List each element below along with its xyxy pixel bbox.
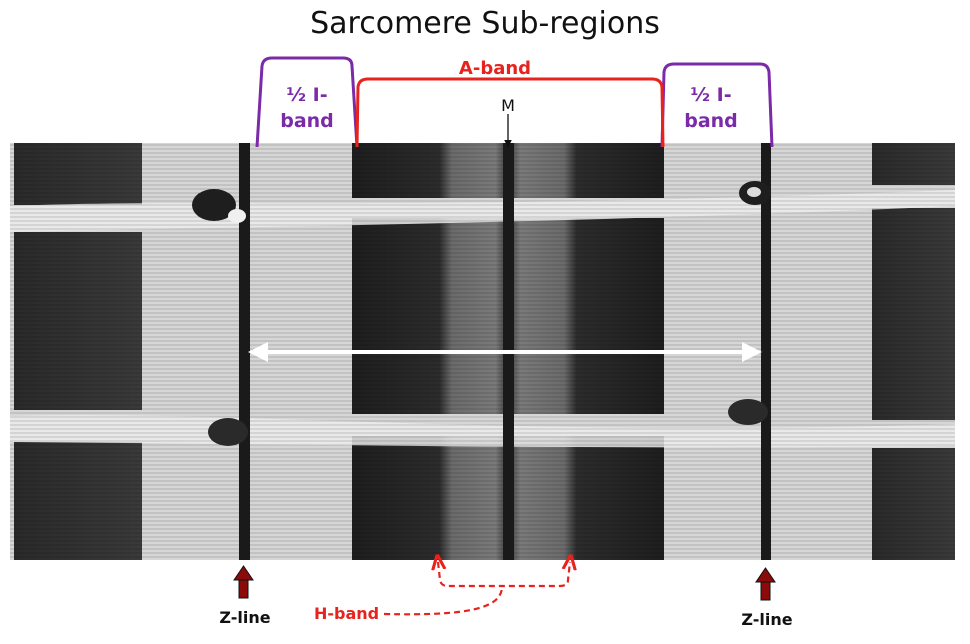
artefact-1-hole — [228, 209, 246, 223]
z-line-right-label: Z-line — [741, 610, 793, 629]
a-band-bracket — [355, 77, 665, 148]
h-band-indicator — [383, 562, 570, 616]
half-i-band-left-bracket — [255, 56, 359, 148]
half-i-band-left-label: ½ I- band — [262, 82, 352, 134]
z-line-left-arrow — [233, 565, 254, 599]
artefact-1 — [192, 189, 236, 221]
half-i-band-left-line-1: ½ I- — [286, 84, 328, 106]
z-line-right-band — [761, 143, 771, 560]
artefact-4 — [728, 399, 768, 425]
h-band-leader — [383, 587, 504, 616]
z-line-left-label: Z-line — [219, 608, 271, 627]
a-band-label: A-band — [458, 58, 532, 79]
h-band-label: H-band — [314, 604, 380, 623]
z-line-left-band — [239, 143, 250, 560]
m-line-label: M — [501, 96, 515, 115]
artefact-2-hole — [747, 187, 761, 197]
diagram-title: Sarcomere Sub-regions — [310, 6, 660, 41]
half-i-band-right-label: ½ I- band — [666, 82, 756, 134]
artefact-3 — [208, 418, 248, 446]
z-line-right-arrow — [755, 567, 776, 601]
half-i-band-right-line-1: ½ I- — [690, 84, 732, 106]
half-i-band-right-line-2: band — [684, 110, 738, 132]
half-i-band-left-line-2: band — [280, 110, 334, 132]
half-i-band-right-bracket — [660, 62, 774, 148]
micrograph — [10, 143, 955, 560]
h-band-bracket — [438, 562, 570, 588]
